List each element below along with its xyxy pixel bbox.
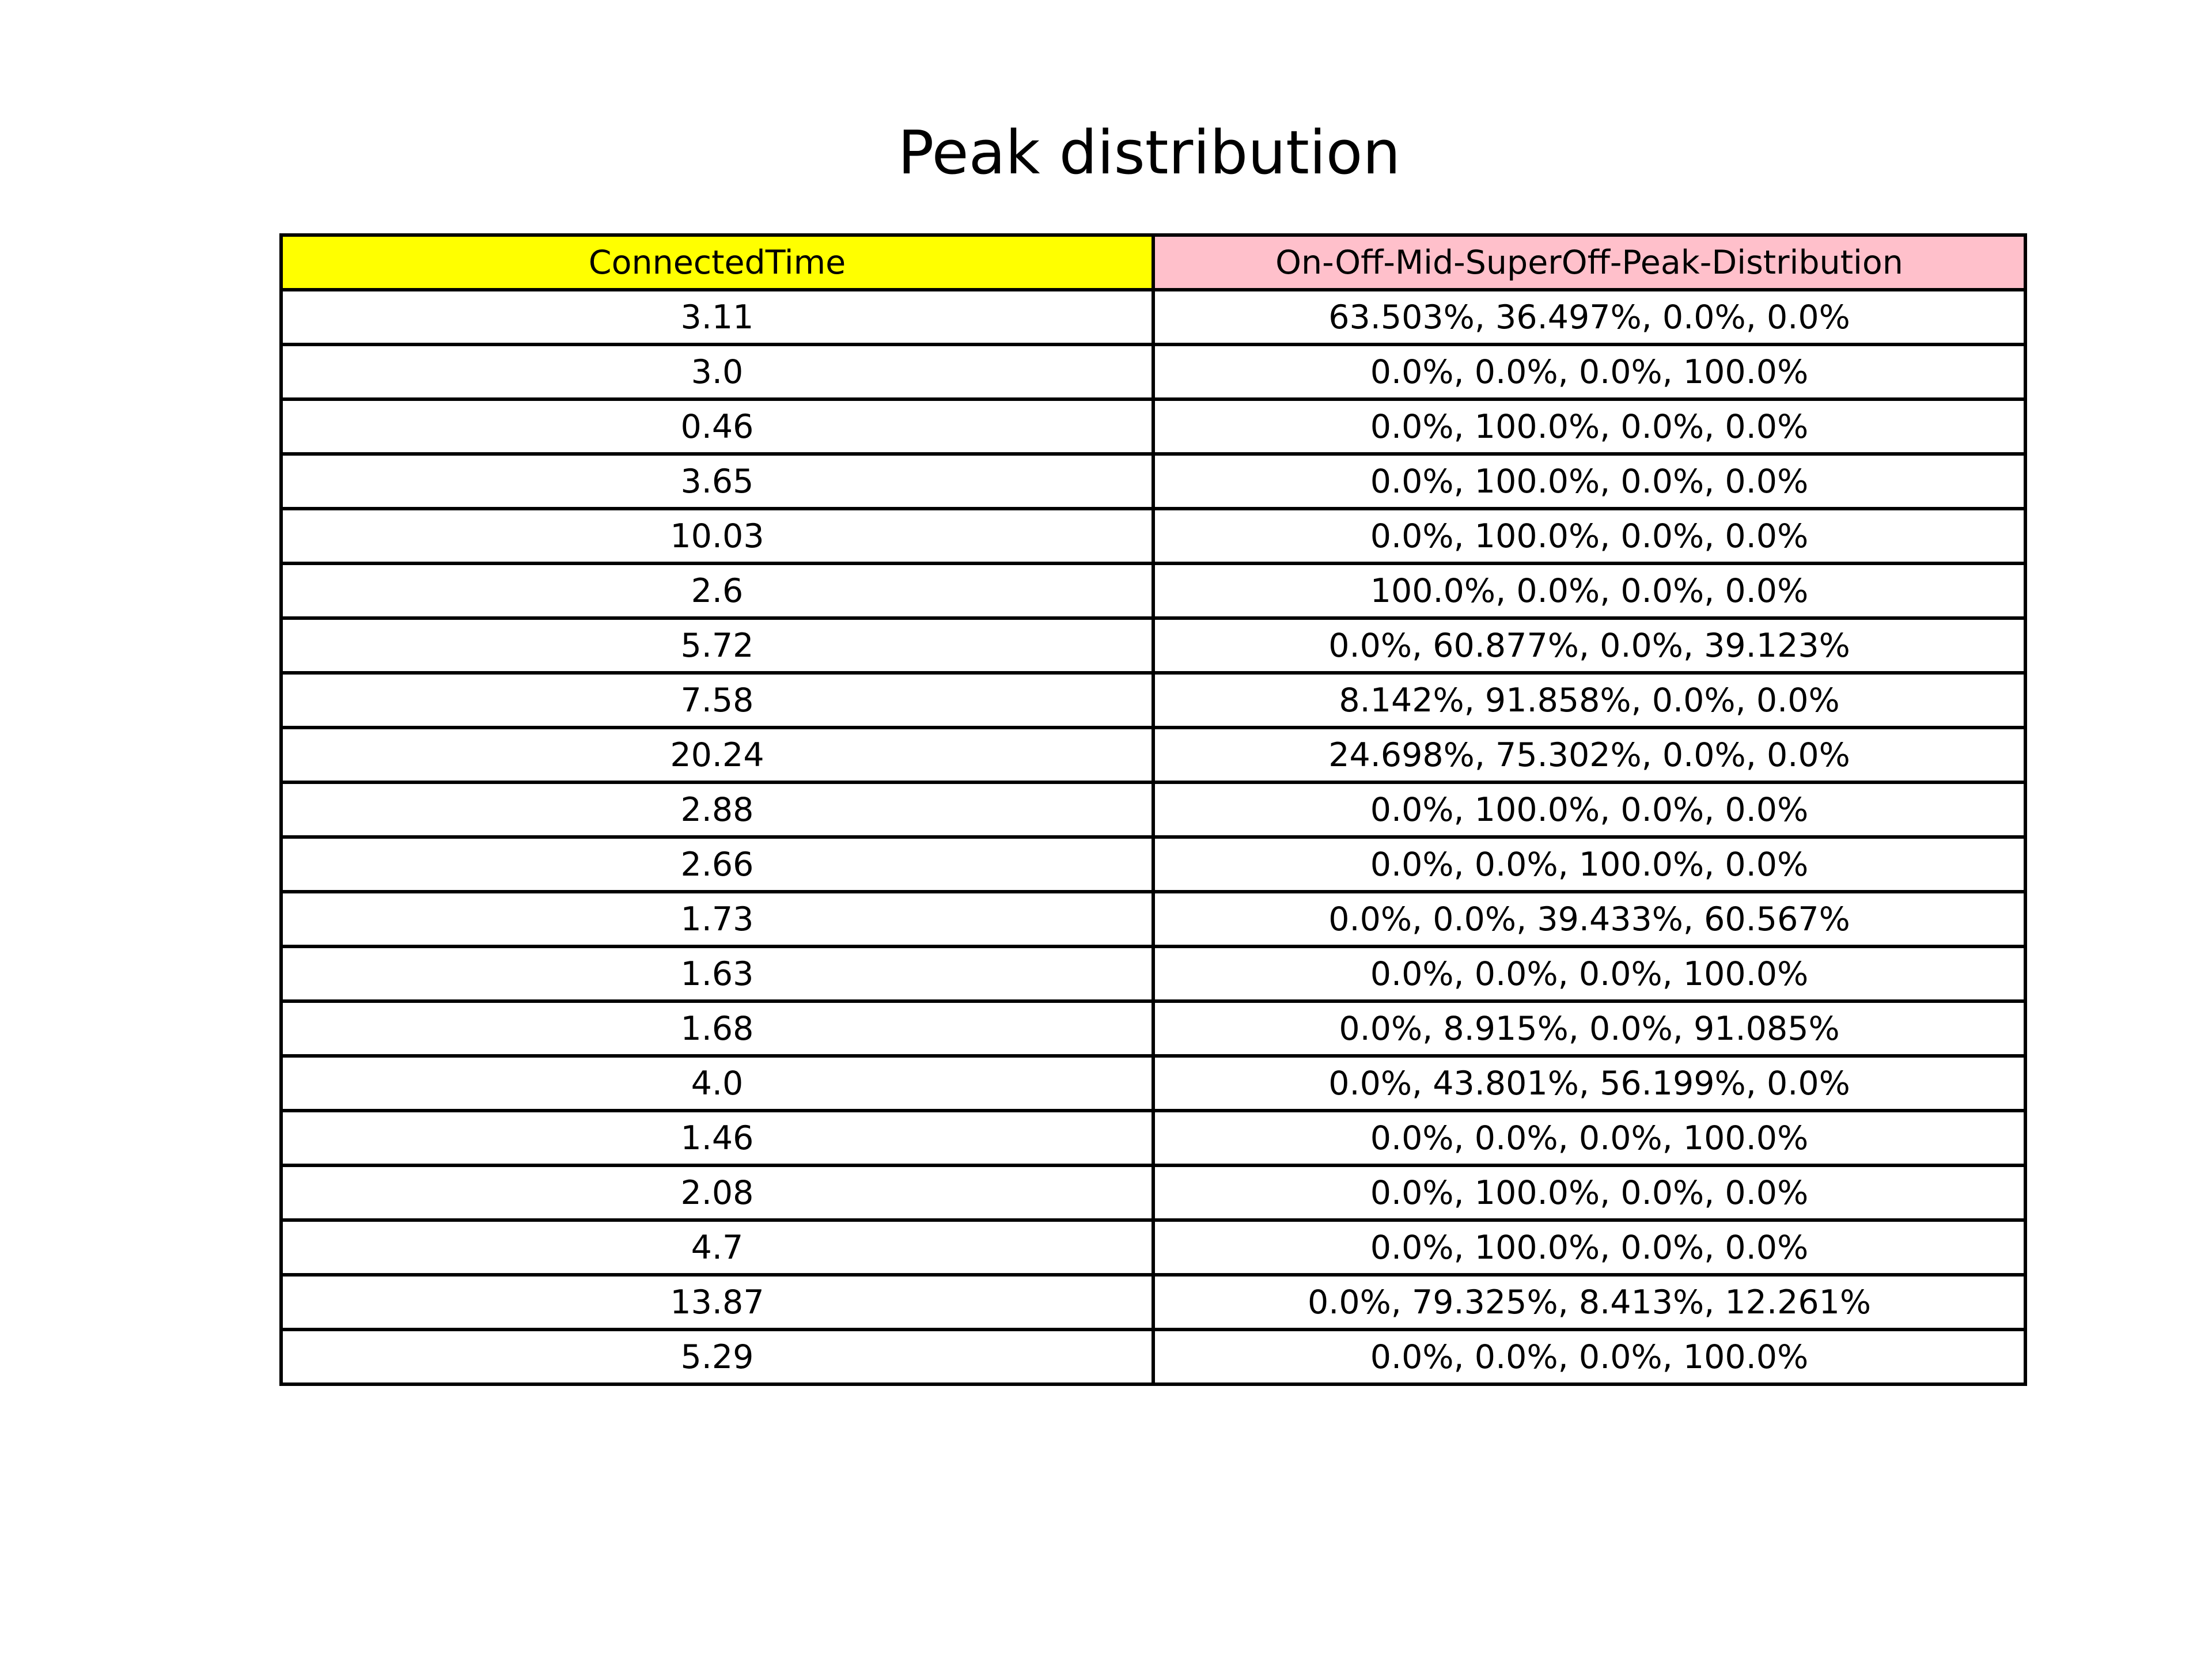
cell-peak-distribution: 0.0%, 0.0%, 0.0%, 100.0% <box>1152 945 2027 1003</box>
cell-connected-time: 3.65 <box>279 452 1155 510</box>
cell-connected-time: 1.68 <box>279 999 1155 1058</box>
table-row: 4.7 0.0%, 100.0%, 0.0%, 0.0% <box>279 1218 2027 1277</box>
table-row: 1.68 0.0%, 8.915%, 0.0%, 91.085% <box>279 999 2027 1058</box>
cell-connected-time: 2.66 <box>279 835 1155 893</box>
cell-connected-time: 3.11 <box>279 288 1155 346</box>
cell-connected-time: 2.88 <box>279 781 1155 839</box>
cell-peak-distribution: 0.0%, 100.0%, 0.0%, 0.0% <box>1152 507 2027 565</box>
cell-connected-time: 13.87 <box>279 1273 1155 1331</box>
peak-distribution-table: ConnectedTime On-Off-Mid-SuperOff-Peak-D… <box>279 233 2027 1386</box>
cell-peak-distribution: 0.0%, 100.0%, 0.0%, 0.0% <box>1152 781 2027 839</box>
cell-connected-time: 0.46 <box>279 397 1155 456</box>
cell-peak-distribution: 8.142%, 91.858%, 0.0%, 0.0% <box>1152 671 2027 729</box>
cell-peak-distribution: 24.698%, 75.302%, 0.0%, 0.0% <box>1152 726 2027 784</box>
cell-connected-time: 20.24 <box>279 726 1155 784</box>
cell-peak-distribution: 0.0%, 100.0%, 0.0%, 0.0% <box>1152 397 2027 456</box>
table-row: 20.24 24.698%, 75.302%, 0.0%, 0.0% <box>279 726 2027 784</box>
cell-peak-distribution: 0.0%, 0.0%, 100.0%, 0.0% <box>1152 835 2027 893</box>
table-row: 3.65 0.0%, 100.0%, 0.0%, 0.0% <box>279 452 2027 510</box>
table-row: 1.73 0.0%, 0.0%, 39.433%, 60.567% <box>279 890 2027 948</box>
cell-connected-time: 2.08 <box>279 1164 1155 1222</box>
cell-connected-time: 1.46 <box>279 1109 1155 1167</box>
table-header-row: ConnectedTime On-Off-Mid-SuperOff-Peak-D… <box>279 233 2027 291</box>
table-row: 13.87 0.0%, 79.325%, 8.413%, 12.261% <box>279 1273 2027 1331</box>
cell-connected-time: 4.7 <box>279 1218 1155 1277</box>
table-row: 4.0 0.0%, 43.801%, 56.199%, 0.0% <box>279 1054 2027 1112</box>
column-header-peak-distribution: On-Off-Mid-SuperOff-Peak-Distribution <box>1152 233 2027 291</box>
column-header-connected-time: ConnectedTime <box>279 233 1155 291</box>
cell-peak-distribution: 0.0%, 79.325%, 8.413%, 12.261% <box>1152 1273 2027 1331</box>
cell-connected-time: 4.0 <box>279 1054 1155 1112</box>
table-row: 7.58 8.142%, 91.858%, 0.0%, 0.0% <box>279 671 2027 729</box>
table-row: 1.46 0.0%, 0.0%, 0.0%, 100.0% <box>279 1109 2027 1167</box>
cell-peak-distribution: 63.503%, 36.497%, 0.0%, 0.0% <box>1152 288 2027 346</box>
cell-connected-time: 2.6 <box>279 562 1155 620</box>
cell-connected-time: 5.72 <box>279 616 1155 675</box>
table-row: 5.29 0.0%, 0.0%, 0.0%, 100.0% <box>279 1328 2027 1386</box>
table-row: 2.66 0.0%, 0.0%, 100.0%, 0.0% <box>279 835 2027 893</box>
cell-peak-distribution: 0.0%, 8.915%, 0.0%, 91.085% <box>1152 999 2027 1058</box>
table-row: 2.6 100.0%, 0.0%, 0.0%, 0.0% <box>279 562 2027 620</box>
table-row: 3.11 63.503%, 36.497%, 0.0%, 0.0% <box>279 288 2027 346</box>
cell-peak-distribution: 0.0%, 0.0%, 0.0%, 100.0% <box>1152 343 2027 401</box>
cell-peak-distribution: 0.0%, 0.0%, 0.0%, 100.0% <box>1152 1328 2027 1386</box>
cell-peak-distribution: 100.0%, 0.0%, 0.0%, 0.0% <box>1152 562 2027 620</box>
cell-connected-time: 10.03 <box>279 507 1155 565</box>
cell-connected-time: 1.63 <box>279 945 1155 1003</box>
cell-peak-distribution: 0.0%, 0.0%, 39.433%, 60.567% <box>1152 890 2027 948</box>
cell-connected-time: 5.29 <box>279 1328 1155 1386</box>
table-row: 10.03 0.0%, 100.0%, 0.0%, 0.0% <box>279 507 2027 565</box>
table-row: 3.0 0.0%, 0.0%, 0.0%, 100.0% <box>279 343 2027 401</box>
cell-peak-distribution: 0.0%, 100.0%, 0.0%, 0.0% <box>1152 452 2027 510</box>
table-row: 5.72 0.0%, 60.877%, 0.0%, 39.123% <box>279 616 2027 675</box>
cell-connected-time: 3.0 <box>279 343 1155 401</box>
table-row: 1.63 0.0%, 0.0%, 0.0%, 100.0% <box>279 945 2027 1003</box>
cell-peak-distribution: 0.0%, 0.0%, 0.0%, 100.0% <box>1152 1109 2027 1167</box>
table-body: 3.11 63.503%, 36.497%, 0.0%, 0.0% 3.0 0.0%,… <box>279 288 2027 1386</box>
cell-peak-distribution: 0.0%, 43.801%, 56.199%, 0.0% <box>1152 1054 2027 1112</box>
table-row: 2.88 0.0%, 100.0%, 0.0%, 0.0% <box>279 781 2027 839</box>
chart-title: Peak distribution <box>897 118 1401 188</box>
cell-peak-distribution: 0.0%, 100.0%, 0.0%, 0.0% <box>1152 1218 2027 1277</box>
table-row: 0.46 0.0%, 100.0%, 0.0%, 0.0% <box>279 397 2027 456</box>
table-row: 2.08 0.0%, 100.0%, 0.0%, 0.0% <box>279 1164 2027 1222</box>
cell-connected-time: 1.73 <box>279 890 1155 948</box>
cell-connected-time: 7.58 <box>279 671 1155 729</box>
cell-peak-distribution: 0.0%, 100.0%, 0.0%, 0.0% <box>1152 1164 2027 1222</box>
cell-peak-distribution: 0.0%, 60.877%, 0.0%, 39.123% <box>1152 616 2027 675</box>
